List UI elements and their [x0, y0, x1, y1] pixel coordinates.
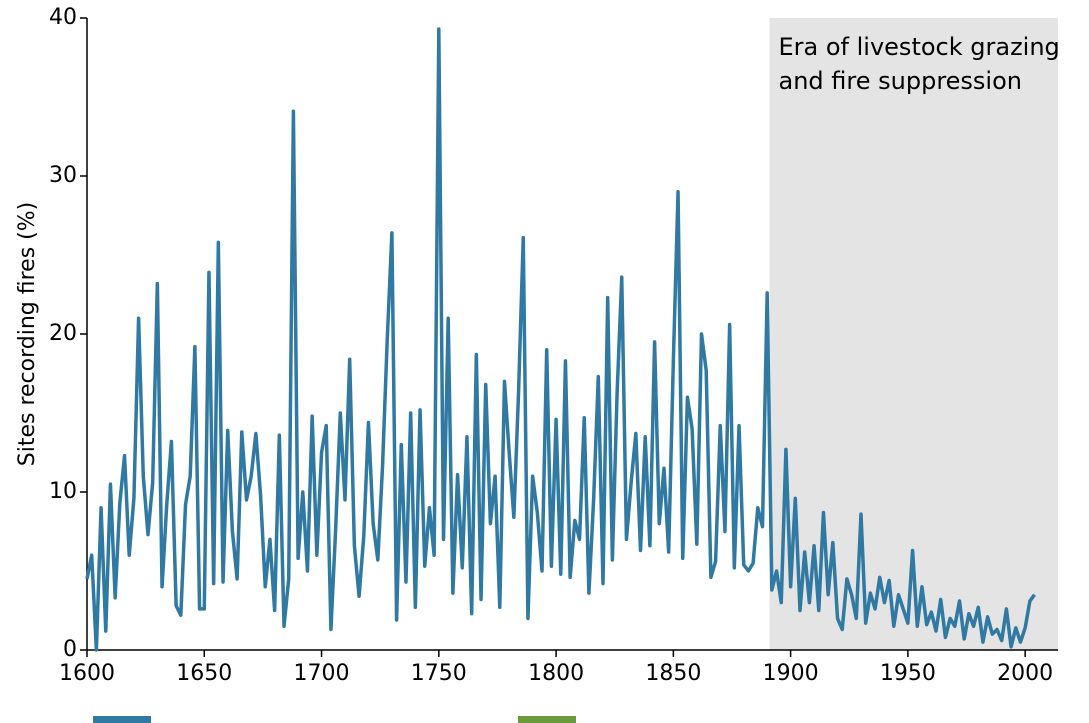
shaded-region [769, 18, 1058, 650]
y-tick-label: 20 [49, 321, 77, 346]
x-tick-label: 1900 [763, 661, 819, 686]
x-tick-label: 1850 [645, 661, 701, 686]
annotation: and fire suppression [779, 67, 1023, 95]
y-tick-label: 40 [49, 5, 77, 30]
y-tick-label: 30 [49, 163, 77, 188]
x-tick-label: 1600 [59, 661, 115, 686]
x-tick-label: 1800 [528, 661, 584, 686]
x-tick-label: 1950 [880, 661, 936, 686]
annotation: Era of livestock grazing [779, 33, 1060, 61]
x-tick-label: 2000 [997, 661, 1053, 686]
y-tick-label: 0 [63, 637, 77, 662]
data-line [85, 27, 1036, 652]
y-tick-label: 10 [49, 479, 77, 504]
x-tick-label: 1650 [176, 661, 232, 686]
legend-swatch [518, 716, 576, 723]
y-axis-label: Sites recording fires (%) [15, 202, 40, 466]
legend-swatch [93, 716, 151, 723]
x-tick-label: 1750 [411, 661, 467, 686]
x-tick-label: 1700 [294, 661, 350, 686]
